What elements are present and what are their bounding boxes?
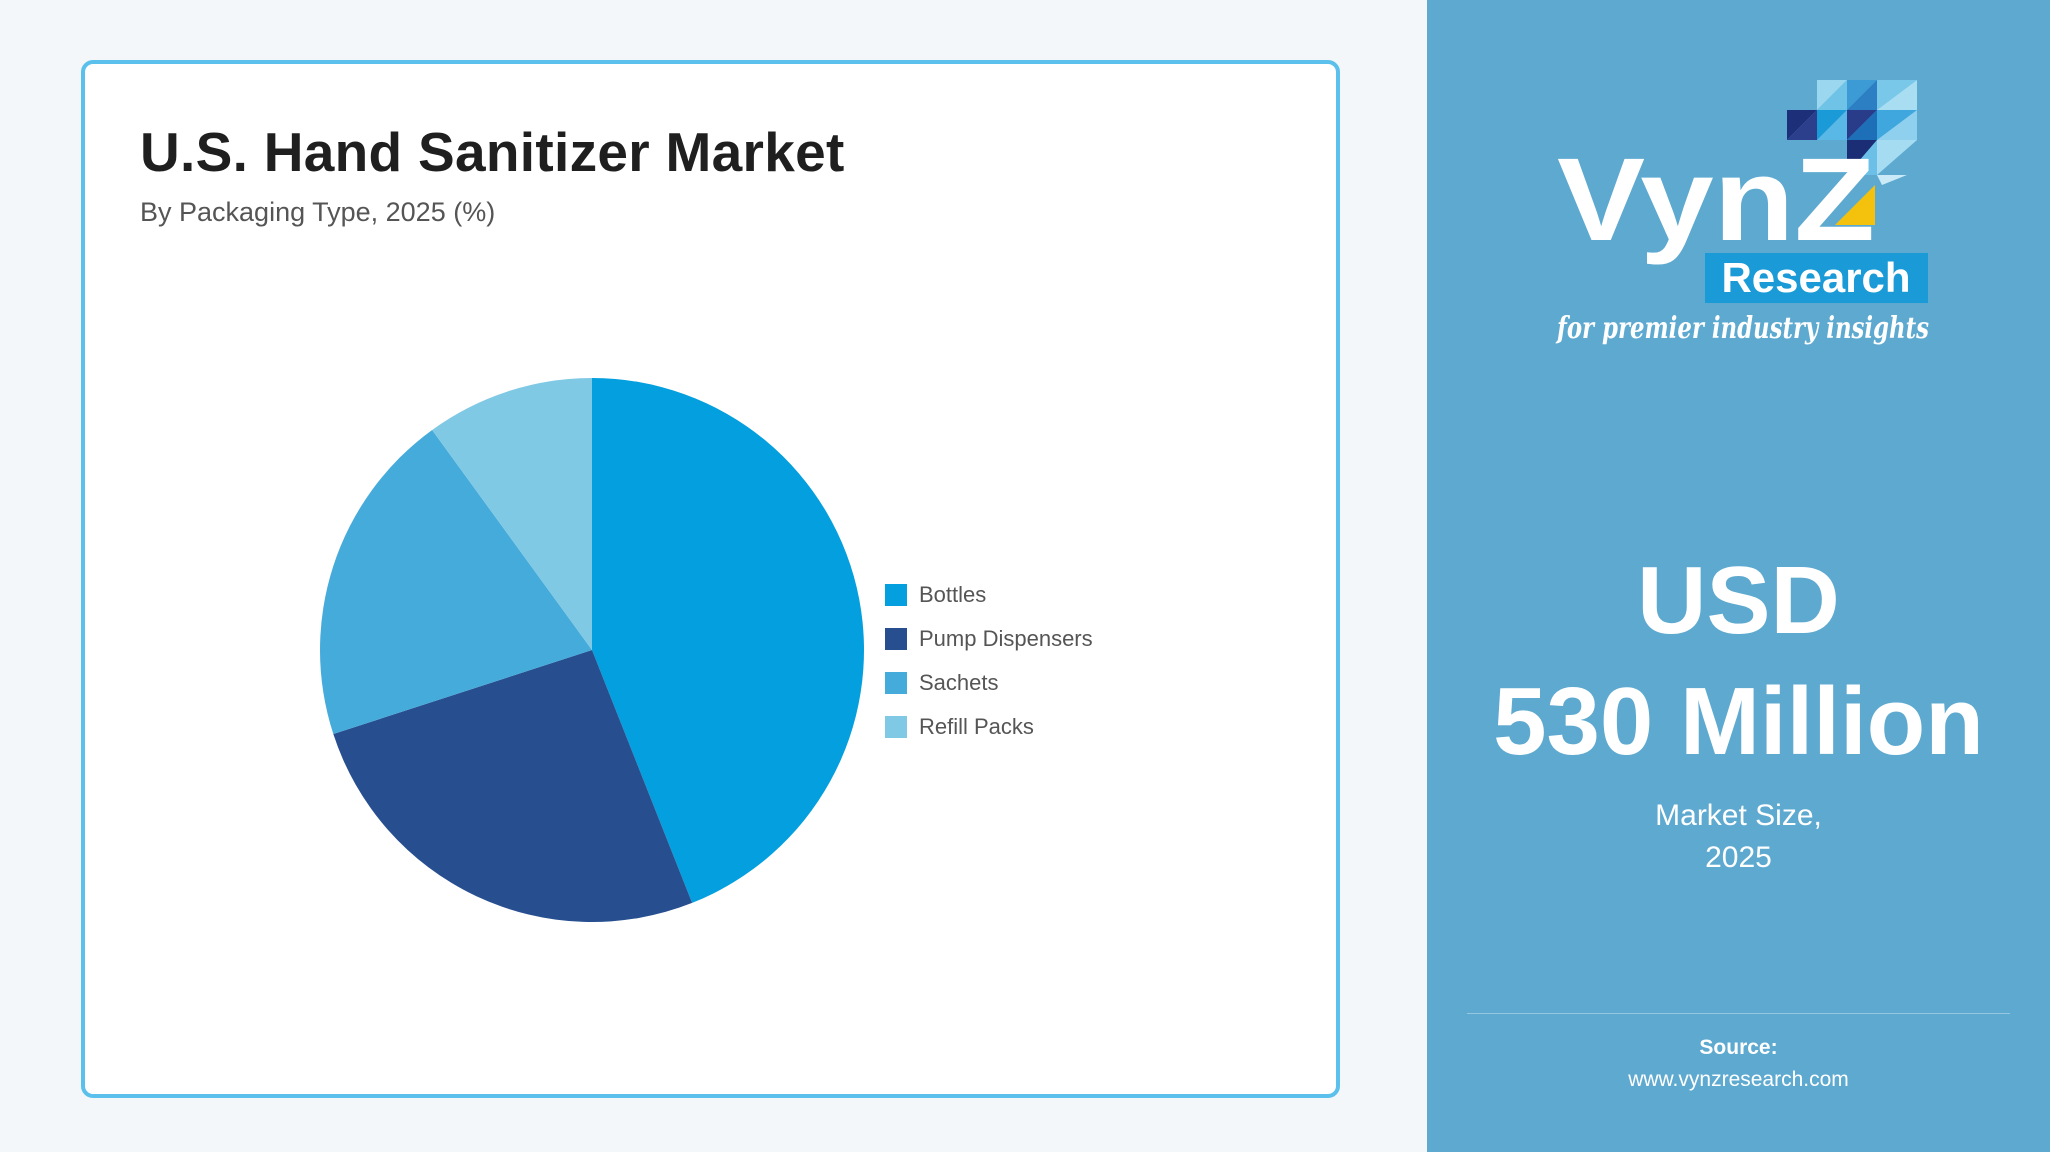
- legend-swatch-pump-dispensers: [885, 628, 907, 650]
- chart-card: U.S. Hand Sanitizer Market By Packaging …: [81, 60, 1340, 1098]
- logo-badge-text: Research: [1721, 254, 1910, 301]
- pie-slice-refill-packs[interactable]: [432, 378, 592, 650]
- pie-slice-sachets[interactable]: [320, 429, 592, 735]
- logo-mosaic-icon: [1787, 80, 1917, 185]
- market-size-currency: USD: [1637, 547, 1840, 654]
- logo-accent-shape: [1835, 185, 1875, 225]
- legend-swatch-sachets: [885, 672, 907, 694]
- info-sidebar: Research VynZ for premier industry insig…: [1427, 0, 2050, 1152]
- vynz-research-logo: Research VynZ for premier industry insig…: [1555, 80, 1929, 346]
- market-size-label-line1: Market Size,: [1655, 799, 1822, 832]
- legend-swatch-bottles: [885, 584, 907, 606]
- logo-tagline: for premier industry insights: [1555, 311, 1929, 346]
- pie-slices: [320, 378, 865, 923]
- market-size-value: USD 530 Million: [1427, 540, 2050, 782]
- chart-subtitle: By Packaging Type, 2025 (%): [140, 197, 496, 227]
- market-size-label-line2: 2025: [1705, 841, 1772, 874]
- legend-label-refill-packs[interactable]: Refill Packs: [919, 714, 1034, 739]
- logo-brand-text: VynZ: [1557, 134, 1875, 266]
- pie-slice-pump-dispensers[interactable]: [333, 650, 693, 923]
- logo-badge-box: [1705, 253, 1928, 303]
- chart-legend: Bottles Pump Dispensers Sachets Refill Pack…: [885, 582, 1093, 739]
- legend-label-sachets[interactable]: Sachets: [919, 670, 999, 695]
- legend-swatch-refill-packs: [885, 716, 907, 738]
- legend-label-bottles[interactable]: Bottles: [919, 582, 986, 607]
- market-size-label: Market Size, 2025: [1427, 795, 2050, 879]
- pie-chart: Bottles Pump Dispensers Sachets Refill Pack…: [320, 378, 1093, 923]
- market-size-amount: 530 Million: [1493, 668, 1984, 775]
- chart-title: U.S. Hand Sanitizer Market: [140, 121, 845, 183]
- sidebar-divider: [1467, 1013, 2010, 1014]
- source-url[interactable]: www.vynzresearch.com: [1628, 1068, 1849, 1091]
- legend-label-pump-dispensers[interactable]: Pump Dispensers: [919, 626, 1093, 651]
- source-label: Source:: [1699, 1036, 1778, 1059]
- pie-slice-bottles[interactable]: [592, 378, 865, 903]
